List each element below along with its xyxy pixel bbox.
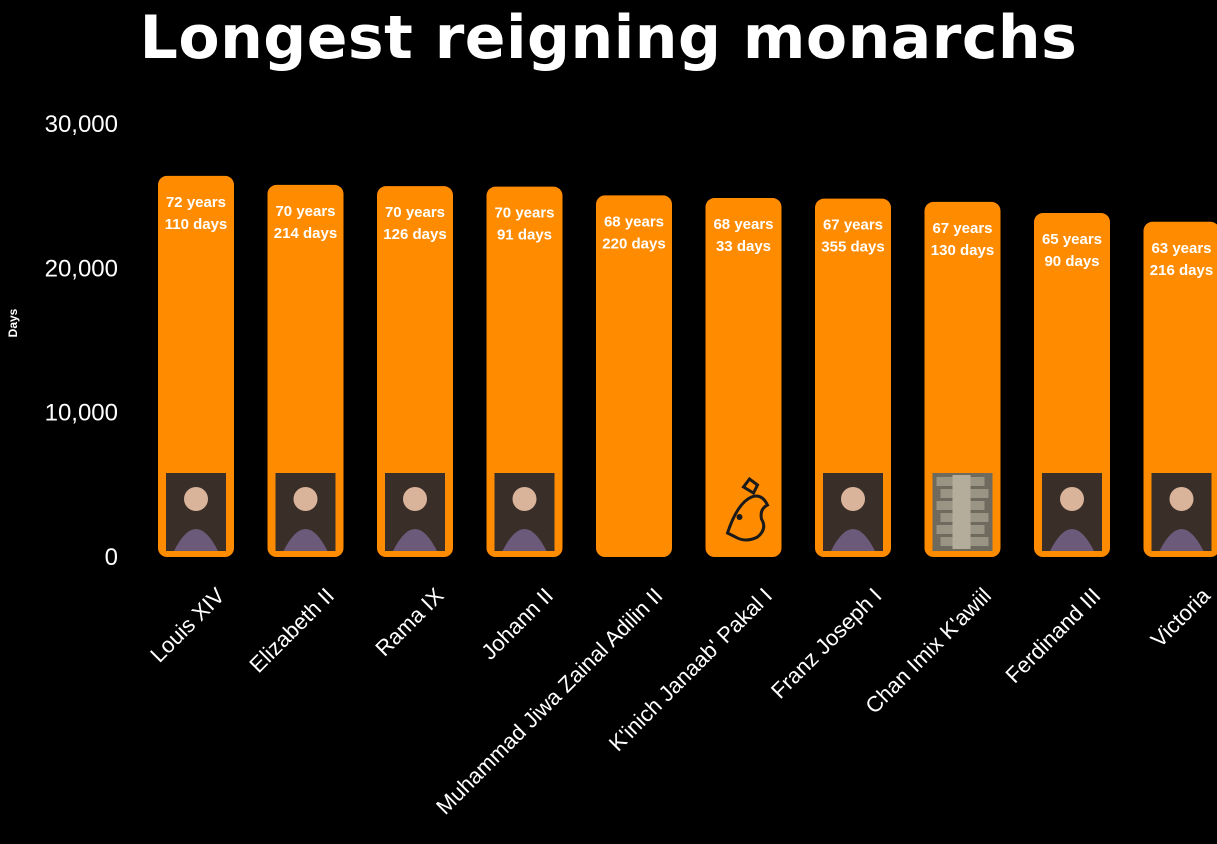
bar-data-label: 91 days [497, 227, 552, 244]
portrait-icon [166, 473, 226, 551]
bar [486, 186, 563, 557]
bar [705, 198, 782, 557]
x-tick-label: Muhammad Jiwa Zainal Adilin II [431, 583, 667, 819]
bar [815, 198, 891, 557]
bar-data-label: 68 years [713, 216, 773, 233]
bar-data-label: 216 days [1150, 262, 1213, 279]
x-tick-label: Rama IX [370, 583, 448, 661]
bar-data-label: 355 days [821, 239, 884, 256]
bar-data-label: 110 days [165, 216, 228, 233]
y-tick-label: 30,000 [45, 111, 118, 138]
bar-data-label: 67 years [932, 220, 992, 237]
bar-group: 68 years 33 days [705, 198, 782, 557]
y-tick-label: 0 [105, 544, 118, 571]
bar-data-label: 65 years [1042, 231, 1102, 248]
bar-data-label: 72 years [166, 194, 226, 211]
portrait-icon [494, 473, 555, 551]
bar-data-label: 70 years [385, 204, 445, 221]
bar [158, 175, 234, 558]
bar-group: 67 years 130 days [924, 201, 1001, 557]
bar-group: 70 years 91 days [486, 186, 563, 557]
bar-group: 70 years 126 days [377, 186, 453, 557]
x-tick-label: Ferdinand III [1001, 583, 1106, 688]
bar [267, 184, 344, 557]
x-tick-label: Louis XIV [145, 583, 229, 667]
bar-group: 67 years 355 days [815, 198, 891, 557]
x-tick-label: Franz Joseph I [766, 583, 887, 704]
x-axis: Louis XIV Elizabeth II Rama IX Johann IIMuh… [145, 582, 1215, 819]
bar-data-label: 130 days [931, 242, 994, 259]
stone-stela-icon [932, 473, 993, 551]
portrait-icon [1151, 473, 1212, 551]
bar [1034, 213, 1110, 557]
bar-group: 70 years 214 days [267, 184, 344, 557]
bar-data-label: 220 days [602, 235, 665, 252]
bar-data-label: 126 days [383, 226, 446, 243]
x-tick-label: Elizabeth II [244, 583, 339, 678]
chart-title: Longest reigning monarchs [139, 3, 1078, 73]
bar-data-label: 33 days [716, 238, 771, 255]
portrait-icon [385, 473, 445, 551]
bar-data-label: 63 years [1151, 240, 1211, 257]
bar-data-label: 70 years [494, 205, 554, 222]
bar [596, 195, 672, 557]
bar-group: 68 years 220 days [596, 195, 672, 557]
bar-data-label: 70 years [275, 203, 335, 220]
bar-group: 63 years 216 days [1143, 221, 1217, 557]
bar-group: 65 years 90 days [1034, 213, 1110, 557]
x-tick-label: Victoria [1146, 582, 1216, 652]
y-tick-label: 20,000 [45, 255, 118, 282]
bar [924, 201, 1001, 557]
bar [377, 186, 453, 557]
portrait-icon [1042, 473, 1102, 551]
glyph-drawing-icon [713, 473, 774, 551]
y-tick-label: 10,000 [45, 400, 118, 427]
y-axis: 0 10,000 20,000 30,000 [45, 111, 118, 571]
bar-data-label: 90 days [1044, 253, 1099, 270]
bar-data-label: 67 years [823, 217, 883, 234]
portrait-icon [275, 473, 336, 551]
bar-data-label: 214 days [274, 225, 337, 242]
bar-data-label: 68 years [604, 213, 664, 230]
portrait-icon [823, 473, 883, 551]
bar-group: 72 years 110 days [158, 175, 234, 558]
x-tick-label: Johann II [476, 583, 558, 665]
